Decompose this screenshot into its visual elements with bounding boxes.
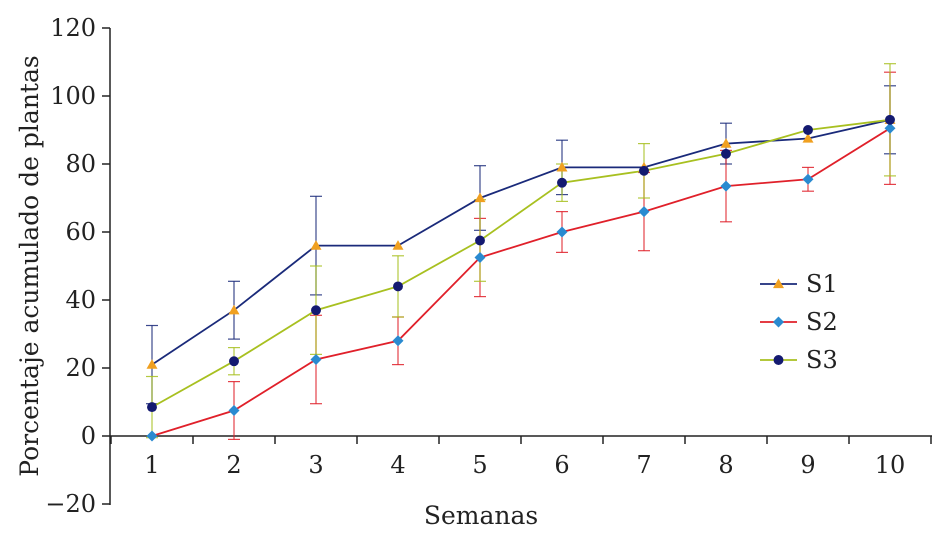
data-point-s2 bbox=[556, 226, 568, 238]
series-markers bbox=[146, 114, 896, 442]
data-point-s1 bbox=[474, 192, 486, 203]
y-axis: −20 0 20 40 60 80 100 120 bbox=[45, 14, 111, 518]
data-point-s2 bbox=[638, 206, 650, 218]
data-point-s2 bbox=[146, 430, 158, 442]
series-line-s2 bbox=[151, 127, 891, 437]
error-bars bbox=[146, 63, 896, 440]
y-tick-label: 20 bbox=[65, 354, 96, 382]
legend-marker-s2 bbox=[773, 316, 784, 328]
data-point-s1 bbox=[310, 240, 322, 250]
y-tick-label: 80 bbox=[65, 150, 96, 178]
y-tick-label: 100 bbox=[50, 82, 96, 110]
data-point-s3 bbox=[229, 356, 239, 367]
data-point-s3 bbox=[885, 114, 895, 125]
y-tick-label: 0 bbox=[81, 422, 96, 450]
data-point-s3 bbox=[639, 165, 649, 176]
x-tick-label: 4 bbox=[390, 451, 405, 479]
legend-label-s3: S3 bbox=[806, 346, 838, 374]
y-tick-label: −20 bbox=[45, 490, 96, 518]
x-tick-label: 8 bbox=[718, 451, 733, 479]
data-point-s1 bbox=[556, 161, 568, 172]
data-point-s2 bbox=[802, 173, 814, 185]
legend: S1 S2 S3 bbox=[760, 270, 838, 374]
x-tick-label: 6 bbox=[554, 451, 569, 479]
series-line-s3 bbox=[151, 118, 891, 408]
series-line-s1 bbox=[151, 118, 891, 366]
data-point-s1 bbox=[802, 133, 814, 143]
x-tick-label: 7 bbox=[636, 451, 651, 479]
data-point-s3 bbox=[475, 235, 485, 246]
y-tick-label: 60 bbox=[65, 218, 96, 246]
data-point-s1 bbox=[720, 138, 732, 148]
data-point-s2 bbox=[228, 405, 240, 416]
y-tick-label: 40 bbox=[65, 286, 96, 314]
data-point-s3 bbox=[147, 402, 157, 413]
x-axis: 1 2 3 4 5 6 7 8 9 10 bbox=[110, 435, 932, 479]
data-point-s2 bbox=[392, 335, 404, 347]
data-point-s3 bbox=[721, 148, 731, 159]
data-point-s2 bbox=[884, 122, 896, 134]
data-point-s2 bbox=[310, 354, 322, 365]
data-point-s2 bbox=[720, 180, 732, 192]
x-tick-label: 10 bbox=[875, 451, 906, 479]
x-tick-label: 5 bbox=[472, 451, 487, 479]
data-point-s3 bbox=[803, 125, 813, 135]
data-point-s1 bbox=[392, 240, 404, 250]
data-point-s1 bbox=[146, 359, 158, 369]
y-axis-title: Porcentaje acumulado de plantas bbox=[15, 55, 44, 476]
data-point-s3 bbox=[557, 177, 567, 188]
data-point-s2 bbox=[474, 252, 486, 263]
data-point-s3 bbox=[311, 305, 321, 316]
data-point-s3 bbox=[393, 281, 403, 292]
series-lines bbox=[151, 118, 891, 437]
x-tick-label: 9 bbox=[800, 451, 815, 479]
legend-label-s1: S1 bbox=[806, 270, 838, 298]
x-axis-title: Semanas bbox=[424, 501, 538, 530]
y-tick-label: 120 bbox=[50, 14, 96, 42]
legend-marker-s1 bbox=[773, 278, 784, 289]
x-tick-label: 3 bbox=[308, 451, 323, 479]
legend-marker-s3 bbox=[773, 355, 784, 365]
x-tick-label: 1 bbox=[144, 451, 159, 479]
legend-label-s2: S2 bbox=[806, 308, 838, 336]
data-point-s1 bbox=[228, 304, 240, 315]
x-tick-label: 2 bbox=[226, 451, 241, 479]
